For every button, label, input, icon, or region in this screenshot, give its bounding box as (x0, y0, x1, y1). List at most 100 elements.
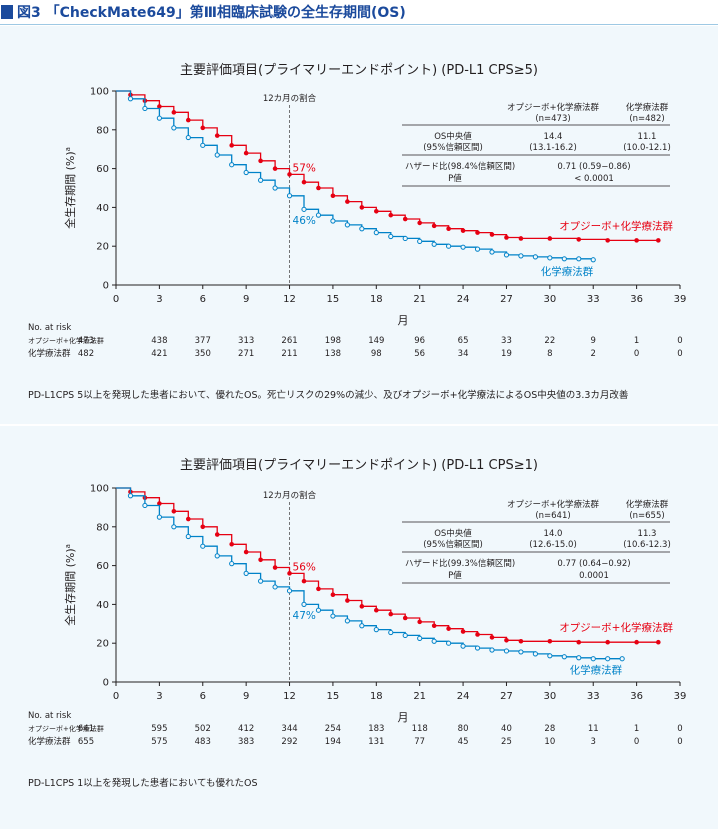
stats-median-col1-ci: (13.1-16.2) (529, 143, 577, 153)
y-tick-label: 20 (96, 242, 109, 253)
censor-marker-combo (504, 637, 509, 643)
censor-marker-combo (460, 629, 466, 634)
censor-marker-combo (446, 226, 451, 232)
censor-marker-chemo (330, 613, 336, 619)
y-axis-label-text: 全生存期間 (%) (63, 151, 77, 229)
risk-cell: 3 (591, 737, 596, 747)
x-tick-label: 12 (283, 294, 296, 305)
censor-marker-combo (157, 104, 162, 109)
censor-marker-chemo (301, 206, 307, 212)
series-end-label-combo: オプジーボ+化学療法群 (559, 219, 673, 232)
stats-median-col2-ci: (10.0-12.1) (623, 143, 671, 153)
risk-cell: 271 (238, 349, 254, 359)
y-tick-label: 60 (96, 164, 109, 175)
censor-marker-combo (504, 235, 509, 240)
risk-cell: 198 (325, 336, 341, 346)
risk-cell: 96 (414, 336, 425, 346)
twelve-month-label: 12カ月の割合 (263, 490, 317, 501)
stats-p-value: < 0.0001 (574, 174, 614, 184)
censor-marker-combo (634, 639, 639, 645)
x-tick-label: 9 (243, 691, 249, 702)
censor-marker-combo (388, 611, 394, 617)
censor-marker-combo (446, 626, 451, 631)
censor-marker-chemo (518, 649, 524, 655)
y-axis-label-superscript: a (64, 147, 72, 151)
y-tick-label: 40 (96, 203, 109, 214)
risk-row-label: オプジーボ+化学療法群 (28, 724, 104, 733)
censor-marker-chemo (185, 134, 191, 141)
censor-marker-chemo (547, 255, 553, 261)
stats-median-col1-ci: (12.6-15.0) (529, 540, 577, 550)
censor-marker-combo (345, 199, 350, 204)
risk-cell: 1 (634, 336, 639, 346)
landmark-label-chemo: 46% (293, 215, 316, 227)
censor-marker-combo (243, 150, 249, 156)
censor-marker-combo (431, 223, 437, 229)
x-axis-label: 月 (398, 711, 409, 724)
censor-marker-chemo (590, 656, 596, 662)
censor-marker-chemo (142, 502, 148, 509)
y-tick-label: 20 (96, 639, 109, 650)
chart-panel-cps1: 主要評価項目(プライマリーエンドポイント) (PD-L1 CPS≥1) 0 20 40… (0, 426, 718, 829)
risk-table-title: No. at risk (28, 711, 71, 721)
censor-marker-chemo (576, 256, 582, 262)
censor-marker-combo (489, 232, 495, 237)
x-tick-label: 3 (156, 691, 162, 702)
risk-cell: 28 (544, 724, 555, 734)
censor-marker-combo (200, 524, 206, 530)
censor-marker-chemo (171, 524, 177, 530)
censor-marker-combo (316, 586, 321, 592)
stats-col2-header: 化学療法群 (626, 499, 669, 510)
censor-marker-combo (605, 238, 610, 243)
risk-cell: 33 (501, 336, 512, 346)
stats-median-label: OS中央値 (434, 528, 472, 539)
risk-cell: 77 (414, 737, 425, 747)
censor-marker-chemo (532, 254, 538, 260)
censor-marker-chemo (402, 235, 408, 242)
x-tick-label: 27 (500, 691, 513, 702)
risk-cell: 641 (78, 724, 94, 734)
x-tick-label: 6 (200, 294, 206, 305)
risk-cell: 473 (78, 336, 94, 346)
censor-marker-chemo (373, 627, 379, 633)
censor-marker-combo (489, 635, 495, 640)
chart-title: 主要評価項目(プライマリーエンドポイント) (PD-L1 CPS≥5) (180, 63, 538, 78)
censor-marker-combo (214, 532, 220, 537)
risk-cell: 261 (281, 336, 297, 346)
risk-row-label: 化学療法群 (28, 736, 71, 747)
risk-cell: 350 (195, 349, 211, 359)
censor-marker-combo (171, 508, 177, 514)
censor-marker-combo (316, 185, 321, 191)
x-tick-label: 18 (370, 294, 383, 305)
censor-marker-combo (402, 615, 408, 621)
censor-marker-chemo (417, 238, 423, 244)
censor-marker-combo (330, 193, 336, 199)
stats-median-col2: 11.1 (638, 132, 657, 142)
risk-cell: 0 (677, 349, 682, 359)
risk-cell: 9 (591, 336, 596, 346)
y-axis-label-text: 全生存期間 (%) (63, 548, 77, 626)
censor-marker-chemo (532, 651, 538, 657)
risk-cell: 0 (634, 349, 639, 359)
censor-marker-chemo (229, 561, 235, 567)
stats-p-value: 0.0001 (579, 571, 609, 581)
censor-marker-combo (359, 205, 365, 210)
censor-marker-combo (359, 604, 365, 609)
risk-cell: 11 (588, 724, 599, 734)
stats-median-label: OS中央値 (434, 131, 472, 142)
censor-marker-combo (547, 638, 553, 644)
twelve-month-label: 12カ月の割合 (263, 93, 317, 104)
risk-cell: 438 (151, 336, 167, 346)
x-tick-label: 36 (630, 691, 643, 702)
censor-marker-chemo (315, 212, 322, 218)
censor-marker-combo (301, 179, 307, 185)
censor-marker-chemo (286, 193, 293, 199)
risk-cell: 34 (458, 349, 469, 359)
censor-marker-chemo (200, 543, 206, 549)
censor-marker-combo (576, 237, 582, 242)
series-line-combo (116, 90, 659, 242)
risk-cell: 22 (544, 336, 555, 346)
censor-marker-chemo (489, 647, 495, 653)
risk-cell: 502 (195, 724, 211, 734)
censor-marker-combo (605, 639, 610, 645)
